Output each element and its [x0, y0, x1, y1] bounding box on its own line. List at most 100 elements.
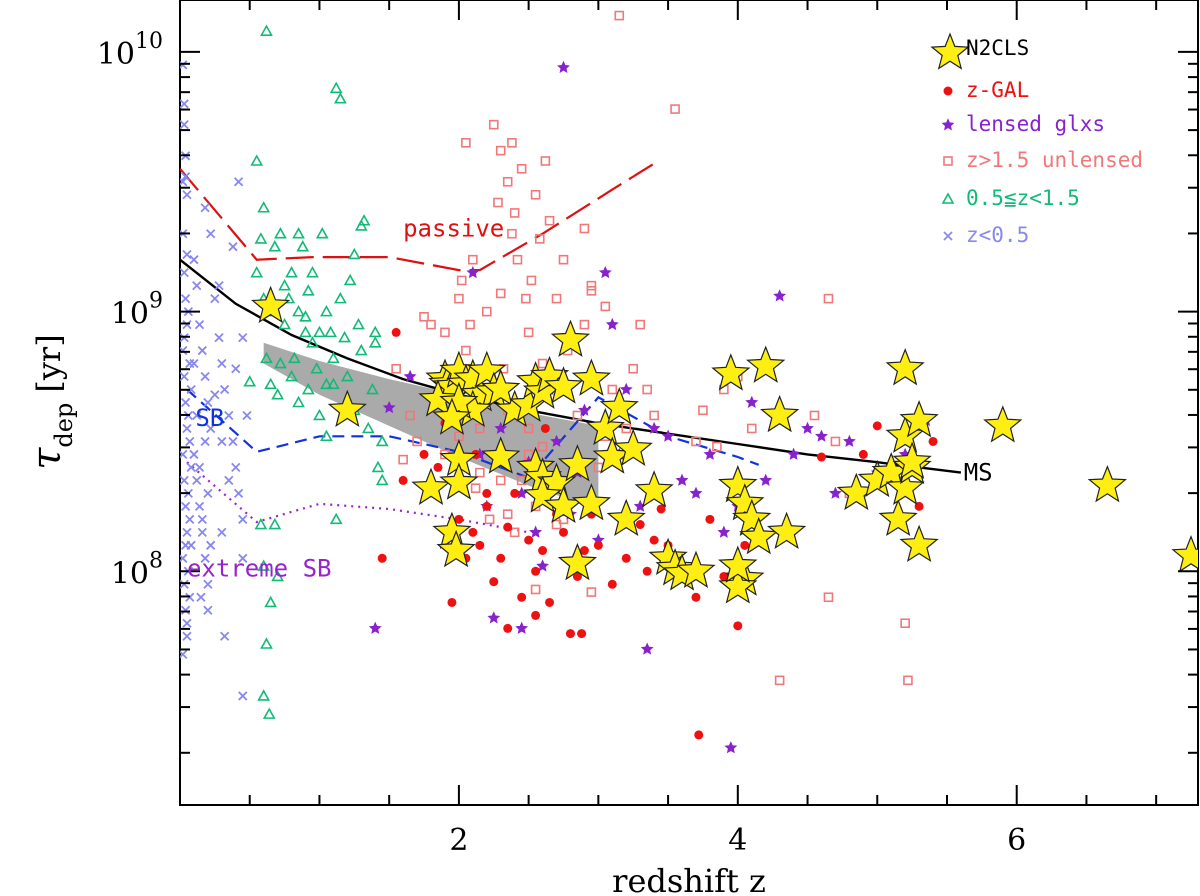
lowz-point-67-b: [196, 592, 206, 602]
lowz-point-18-b: [180, 605, 191, 615]
midz-point-41: [268, 517, 282, 530]
n2cls-point-69: [899, 524, 939, 563]
midz-point-56: [292, 304, 305, 317]
lowz-point-36: [192, 281, 202, 291]
midz-point-66: [329, 512, 343, 525]
lowz-point-16: [180, 553, 188, 563]
lowz-point-83-b: [203, 488, 213, 499]
zgal-point-3: [433, 462, 443, 472]
unlensed-point-64: [475, 423, 485, 434]
midz-point-52: [320, 377, 333, 390]
lowz-point-29: [186, 462, 196, 473]
lowz-point-37-b: [194, 319, 205, 330]
y-axis-sub: dep: [50, 403, 78, 448]
lowz-point-6: [180, 293, 191, 304]
unlensed-point-84: [537, 441, 548, 452]
midz-point-51: [313, 325, 326, 338]
lowz-point-19-b: [182, 631, 192, 641]
midz-point-5: [271, 388, 284, 400]
midz-point-67: [243, 375, 257, 387]
lowz-point-16-b: [180, 553, 188, 563]
annotation-xsb: extreme SB: [187, 554, 332, 582]
lowz-point-40-b: [203, 397, 213, 408]
unlensed-point-43: [607, 384, 618, 395]
unlensed-point-81: [475, 467, 485, 478]
unlensed-point-13: [470, 483, 481, 493]
lowz-point-58: [210, 390, 220, 400]
lowz-point-18: [180, 605, 191, 615]
unlensed-point-48: [649, 410, 659, 421]
unlensed-point-52: [712, 441, 722, 452]
n2cls-point-31: [557, 444, 598, 482]
lowz-point-23-b: [182, 249, 192, 260]
unlensed-point-56: [774, 675, 785, 686]
n2cls-point-23: [571, 358, 612, 396]
unlensed-point-76: [586, 587, 597, 597]
lowz-point-14-b: [180, 501, 191, 512]
midz-point-46: [260, 637, 273, 649]
zgal-point-8: [475, 540, 485, 550]
n2cls-point-37: [606, 498, 646, 537]
unlensed-point-67: [509, 527, 520, 538]
midz-point-2: [260, 351, 273, 364]
unlensed-point-16: [488, 119, 499, 130]
unlensed-point-28: [530, 189, 541, 200]
zgal-point-21: [565, 629, 575, 639]
midz-point-42: [254, 517, 268, 530]
n2cls-point-62: [878, 498, 918, 537]
unlensed-point-62: [903, 675, 913, 686]
unlensed-point-69: [495, 145, 506, 156]
zgal-point-51: [503, 623, 513, 633]
zgal-point-53: [577, 629, 587, 639]
lowz-point-42-b: [189, 449, 199, 460]
lowz-point-26: [186, 384, 196, 395]
unlensed-point-0: [391, 363, 401, 374]
lowz-point-22: [180, 171, 191, 182]
x-tick-label-1: 4: [728, 823, 747, 858]
data-points: [180, 10, 1198, 754]
lowz-point-28: [185, 436, 195, 447]
lowz-point-17-b: [180, 579, 189, 589]
lowz-point-25: [185, 358, 195, 369]
unlensed-point-33: [551, 293, 562, 304]
y-tick-label-1: 109: [111, 289, 163, 332]
n2cls-point-57: [746, 345, 786, 383]
midz-point-33: [368, 325, 382, 338]
lensed-point-31: [724, 741, 738, 754]
zgal-point-36: [705, 514, 715, 524]
legend-marker-zgal: [943, 86, 953, 96]
lowz-point-3: [182, 190, 192, 200]
lowz-point-10: [180, 397, 191, 408]
lowz-point-63: [242, 410, 252, 421]
x-axis-title: redshift z: [612, 862, 766, 896]
midz-point-17: [313, 408, 326, 421]
zgal-point-22: [572, 571, 582, 581]
lowz-point-78: [189, 358, 199, 369]
n2cls-point-40: [432, 511, 472, 550]
n2cls-point-33: [613, 428, 653, 466]
unlensed-point-57: [809, 410, 820, 421]
unlensed-point-61: [900, 618, 910, 629]
midz-point-38: [257, 201, 271, 213]
lensed-point-7: [494, 421, 508, 434]
lowz-point-56-b: [233, 488, 244, 499]
axis-ticks: [180, 0, 1198, 805]
lowz-point-64: [228, 242, 238, 252]
lowz-point-56: [233, 488, 244, 499]
lowz-point-45-b: [197, 527, 207, 537]
y-tick-base: 10: [111, 297, 149, 332]
lowz-point-52: [219, 384, 230, 395]
unlensed-point-27: [526, 275, 537, 286]
lensed-point-27: [675, 473, 689, 486]
midz-point-3: [264, 377, 278, 390]
y-tick-exp: 9: [149, 289, 163, 314]
lowz-point-81-b: [197, 514, 207, 524]
midz-point-15: [306, 266, 319, 278]
n2cls-point-1: [327, 389, 367, 428]
unlensed-point-23: [512, 254, 523, 265]
n2cls-point-46: [676, 550, 716, 589]
legend-marker-midz: [941, 192, 955, 204]
midz-point-32: [366, 382, 379, 395]
x-tick-label-2: 6: [1007, 823, 1026, 858]
